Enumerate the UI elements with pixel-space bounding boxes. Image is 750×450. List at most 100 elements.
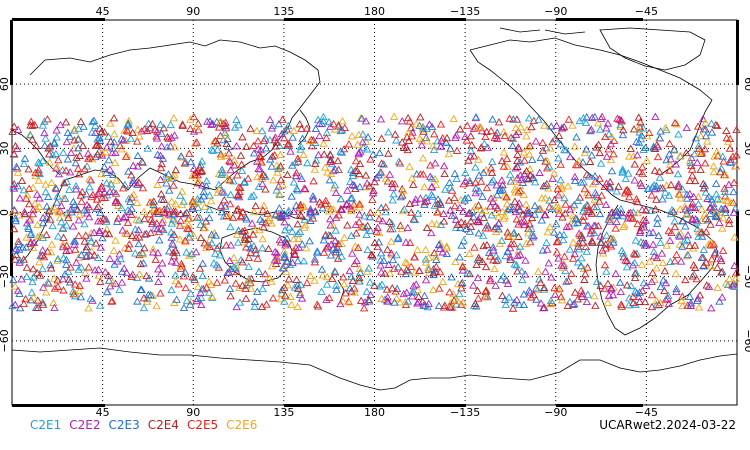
observation-marker bbox=[327, 274, 337, 282]
observation-marker bbox=[134, 225, 143, 234]
observation-marker bbox=[675, 205, 685, 213]
observation-marker bbox=[29, 205, 38, 214]
observation-marker bbox=[427, 190, 436, 198]
observation-marker bbox=[473, 273, 483, 282]
observation-marker bbox=[298, 134, 307, 142]
observation-marker bbox=[139, 207, 149, 215]
observation-marker bbox=[197, 300, 206, 309]
observation-marker bbox=[604, 145, 613, 153]
observation-marker bbox=[427, 182, 437, 190]
observation-marker bbox=[678, 301, 687, 310]
observation-marker bbox=[188, 272, 197, 281]
observation-marker bbox=[135, 270, 144, 278]
observation-marker bbox=[290, 283, 299, 291]
observation-marker bbox=[546, 144, 555, 152]
observation-marker bbox=[671, 160, 681, 168]
observation-marker bbox=[104, 155, 114, 164]
observation-marker bbox=[244, 253, 254, 261]
observation-marker bbox=[69, 289, 79, 298]
observation-marker bbox=[325, 201, 334, 210]
observation-marker bbox=[41, 180, 50, 188]
observation-marker bbox=[209, 259, 219, 267]
observation-marker bbox=[392, 250, 401, 259]
observation-marker bbox=[150, 125, 160, 133]
observation-marker bbox=[696, 131, 705, 140]
observation-marker bbox=[355, 159, 365, 167]
observation-marker bbox=[207, 230, 216, 238]
observation-marker bbox=[19, 299, 29, 307]
observation-marker bbox=[583, 290, 593, 298]
observation-marker bbox=[676, 151, 685, 160]
legend-item-c2e3: C2E3 bbox=[108, 418, 140, 432]
observation-marker bbox=[501, 300, 511, 308]
observation-marker bbox=[729, 187, 738, 196]
observation-marker bbox=[570, 249, 579, 258]
observation-marker bbox=[308, 192, 318, 200]
observation-marker bbox=[22, 272, 31, 280]
observation-marker bbox=[524, 142, 533, 151]
observation-marker bbox=[601, 132, 610, 141]
observation-marker bbox=[62, 137, 71, 146]
observation-marker bbox=[726, 198, 736, 207]
observation-marker bbox=[180, 219, 189, 227]
observation-marker bbox=[405, 199, 414, 208]
observation-marker bbox=[461, 177, 470, 185]
observation-marker bbox=[153, 248, 163, 257]
observation-marker bbox=[277, 211, 286, 219]
observation-marker bbox=[492, 128, 502, 136]
observation-marker bbox=[93, 217, 103, 225]
observation-marker bbox=[547, 273, 556, 281]
observation-marker bbox=[361, 171, 371, 179]
observation-marker bbox=[272, 186, 281, 194]
observation-marker bbox=[295, 227, 305, 236]
observation-marker bbox=[356, 268, 365, 276]
observation-marker bbox=[686, 203, 696, 211]
observation-marker bbox=[149, 205, 159, 214]
observation-marker bbox=[450, 169, 460, 177]
observation-marker bbox=[470, 152, 479, 160]
observation-marker bbox=[241, 235, 250, 244]
observation-marker bbox=[202, 243, 211, 251]
observation-marker bbox=[318, 204, 327, 212]
observation-marker bbox=[556, 292, 566, 301]
observation-marker bbox=[654, 231, 663, 239]
observation-marker bbox=[361, 117, 371, 125]
observation-marker bbox=[689, 192, 698, 200]
observation-marker bbox=[59, 253, 68, 262]
observation-marker bbox=[384, 128, 393, 136]
observation-marker bbox=[50, 138, 59, 146]
observation-marker bbox=[154, 265, 163, 273]
observation-marker bbox=[670, 256, 680, 265]
observation-marker bbox=[289, 207, 298, 216]
observation-marker bbox=[519, 190, 528, 198]
observation-marker bbox=[61, 118, 71, 126]
observation-marker bbox=[457, 241, 466, 249]
observation-marker bbox=[225, 199, 235, 208]
observation-marker bbox=[720, 184, 729, 192]
observation-marker bbox=[421, 255, 430, 263]
observation-marker bbox=[494, 225, 503, 233]
observation-marker bbox=[707, 119, 716, 127]
observation-marker bbox=[286, 292, 295, 300]
observation-marker bbox=[512, 261, 521, 269]
observation-marker bbox=[526, 293, 536, 301]
observation-marker bbox=[609, 136, 619, 144]
observation-marker bbox=[631, 287, 640, 295]
observation-marker bbox=[685, 189, 694, 198]
observation-marker bbox=[512, 295, 521, 304]
observation-marker bbox=[170, 143, 179, 151]
observation-marker bbox=[576, 261, 586, 270]
observation-marker bbox=[671, 269, 681, 277]
observation-marker bbox=[354, 275, 364, 283]
observation-marker bbox=[275, 204, 284, 212]
observation-marker bbox=[142, 271, 151, 280]
observation-marker bbox=[186, 297, 196, 305]
observation-marker bbox=[555, 206, 564, 214]
observation-marker bbox=[732, 150, 741, 159]
observation-marker bbox=[723, 137, 733, 145]
observation-marker bbox=[348, 276, 358, 285]
observation-marker bbox=[111, 189, 121, 197]
observation-marker bbox=[241, 231, 250, 239]
observation-marker bbox=[525, 164, 535, 173]
observation-marker bbox=[70, 240, 79, 248]
